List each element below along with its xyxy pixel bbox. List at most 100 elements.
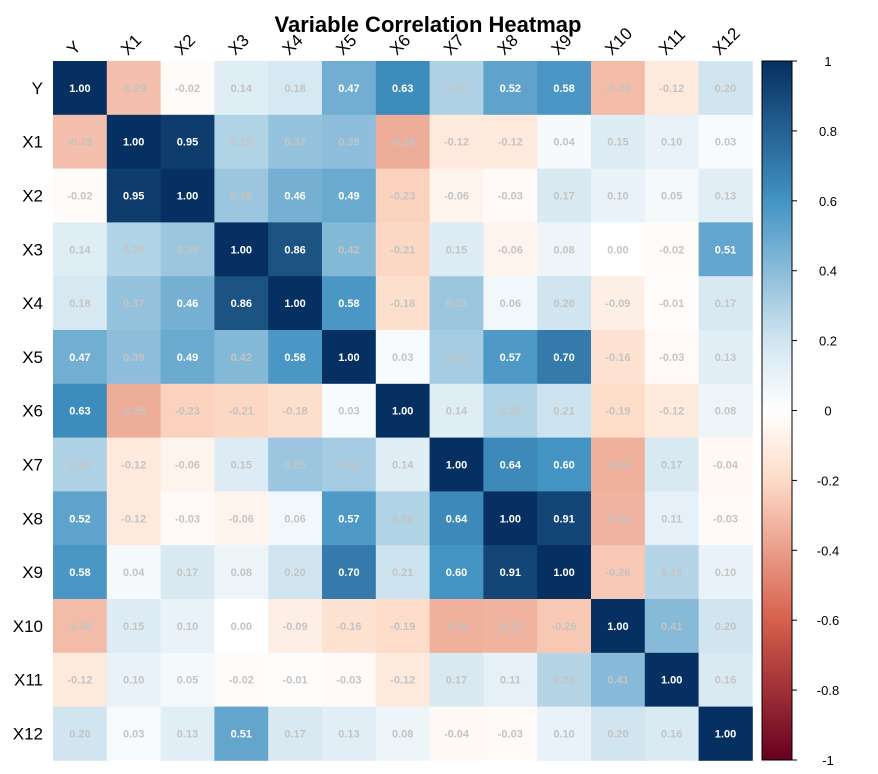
heatmap-cell-X7-X10 (591, 437, 646, 492)
cell-value-X11-X1: 0.10 (123, 675, 144, 687)
heatmap-cell-X3-X4 (268, 222, 323, 277)
cell-value-X12-X4: 0.17 (284, 729, 305, 741)
heatmap-cell-X3-Y (53, 222, 108, 277)
cell-value-Y-X3: 0.14 (231, 83, 253, 95)
heatmap-cell-X12-X11 (644, 706, 699, 761)
heatmap-cell-X7-X11 (644, 437, 699, 492)
cell-value-Y-X9: 0.58 (553, 83, 574, 95)
cell-value-X3-X8: -0.06 (498, 244, 523, 256)
row-label-X3: X3 (22, 240, 43, 259)
cell-value-X7-X1: -0.12 (121, 460, 146, 472)
heatmap-cell-X7-X9 (537, 437, 592, 492)
heatmap-cell-X2-Y (53, 168, 108, 223)
heatmap-cell-X1-Y (53, 114, 108, 169)
heatmap-cell-X2-X2 (160, 168, 215, 223)
cell-value-X6-Y: 0.63 (69, 406, 90, 418)
cell-value-X8-X12: -0.03 (713, 513, 738, 525)
cell-value-X6-X3: -0.21 (229, 406, 254, 418)
heatmap-cell-X4-X2 (160, 276, 215, 331)
cell-value-X6-X7: 0.14 (446, 406, 468, 418)
colorbar-tick-label: -0.2 (817, 473, 839, 488)
heatmap-cell-Y-X10 (591, 61, 646, 116)
heatmap-cell-X5-X3 (214, 330, 269, 385)
heatmap-cell-X5-Y (53, 330, 108, 385)
heatmap-cell-X2-X8 (483, 168, 538, 223)
heatmap-cell-X5-X10 (591, 330, 646, 385)
cell-value-X7-X6: 0.14 (392, 460, 414, 472)
heatmap-cell-X4-X8 (483, 276, 538, 331)
heatmap-cell-X10-X12 (698, 599, 753, 654)
heatmap-cell-X6-X6 (375, 383, 430, 438)
cell-value-X10-X8: -0.33 (498, 621, 523, 633)
cell-value-X8-X8: 1.00 (500, 513, 521, 525)
row-label-X9: X9 (22, 563, 43, 582)
cell-value-X2-X8: -0.03 (498, 191, 523, 203)
heatmap-cell-X7-X2 (160, 437, 215, 492)
heatmap-cell-X11-X6 (375, 652, 430, 707)
cell-value-X2-X4: 0.46 (284, 191, 305, 203)
cell-value-X7-X12: -0.04 (713, 460, 739, 472)
colorbar-tick-label: 0.2 (819, 334, 837, 349)
cell-value-X9-X2: 0.17 (177, 567, 198, 579)
cell-value-X3-X7: 0.15 (446, 244, 467, 256)
heatmap-cell-X3-X8 (483, 222, 538, 277)
heatmap-cell-X9-Y (53, 545, 108, 600)
heatmap-cell-X5-X12 (698, 330, 753, 385)
cell-value-X3-X9: 0.08 (553, 244, 574, 256)
heatmap-cell-X2-X12 (698, 168, 753, 223)
cell-value-X9-X3: 0.08 (231, 567, 252, 579)
column-label-X11: X11 (655, 25, 689, 59)
heatmap-cell-X7-Y (53, 437, 108, 492)
cell-value-Y-X4: 0.18 (284, 83, 305, 95)
heatmap-cell-X1-X10 (591, 114, 646, 169)
heatmap-cell-X10-X11 (644, 599, 699, 654)
heatmap-cell-X11-X5 (322, 652, 377, 707)
cell-value-X2-X12: 0.13 (715, 191, 736, 203)
heatmap-cell-X6-Y (53, 383, 108, 438)
cell-value-X7-X11: 0.17 (661, 460, 682, 472)
cell-value-X6-X5: 0.03 (338, 406, 359, 418)
cell-value-X10-X10: 1.00 (607, 621, 628, 633)
cell-value-X5-X6: 0.03 (392, 352, 413, 364)
cell-value-X2-X1: 0.95 (123, 191, 144, 203)
heatmap-cell-X4-X3 (214, 276, 269, 331)
cell-value-X11-X6: -0.12 (390, 675, 415, 687)
heatmap-cell-X1-X1 (106, 114, 161, 169)
heatmap-cell-X5-X11 (644, 330, 699, 385)
heatmap-cell-X3-X1 (106, 222, 161, 277)
heatmap-cell-X7-X4 (268, 437, 323, 492)
cell-value-X9-X9: 1.00 (553, 567, 574, 579)
cell-value-X12-X8: -0.03 (498, 729, 523, 741)
row-label-X5: X5 (22, 348, 43, 367)
heatmap-cell-X4-X1 (106, 276, 161, 331)
heatmap-cell-Y-X12 (698, 61, 753, 116)
row-label-X12: X12 (13, 725, 43, 744)
colorbar-tick-label: 0.4 (819, 264, 837, 279)
cell-value-X10-X7: -0.34 (444, 621, 470, 633)
cell-value-X8-X10: -0.33 (605, 513, 630, 525)
cell-value-X11-Y: -0.12 (67, 675, 92, 687)
heatmap-cell-X8-X8 (483, 491, 538, 546)
heatmap-cell-X12-X5 (322, 706, 377, 761)
cell-value-X9-Y: 0.58 (69, 567, 90, 579)
cell-value-X3-X12: 0.51 (715, 244, 736, 256)
cell-value-X1-Y: -0.29 (67, 137, 92, 149)
column-label-X12: X12 (709, 24, 744, 59)
cell-value-X1-X8: -0.12 (498, 137, 523, 149)
cell-value-X4-X1: 0.37 (123, 298, 144, 310)
cell-value-X3-Y: 0.14 (69, 244, 91, 256)
heatmap-cell-X11-X7 (429, 652, 484, 707)
cell-value-X2-X3: 0.35 (231, 191, 252, 203)
heatmap-cell-X8-X11 (644, 491, 699, 546)
heatmap-cell-X3-X2 (160, 222, 215, 277)
heatmap-cell-X8-X10 (591, 491, 646, 546)
cell-value-X7-X9: 0.60 (553, 460, 574, 472)
cell-value-X6-X4: -0.18 (283, 406, 308, 418)
cell-value-X10-Y: -0.30 (67, 621, 92, 633)
cell-value-X3-X3: 1.00 (231, 244, 252, 256)
heatmap-cell-X4-X9 (537, 276, 592, 331)
heatmap-cell-X12-X2 (160, 706, 215, 761)
heatmap-cell-X4-X5 (322, 276, 377, 331)
heatmap-cell-Y-X9 (537, 61, 592, 116)
